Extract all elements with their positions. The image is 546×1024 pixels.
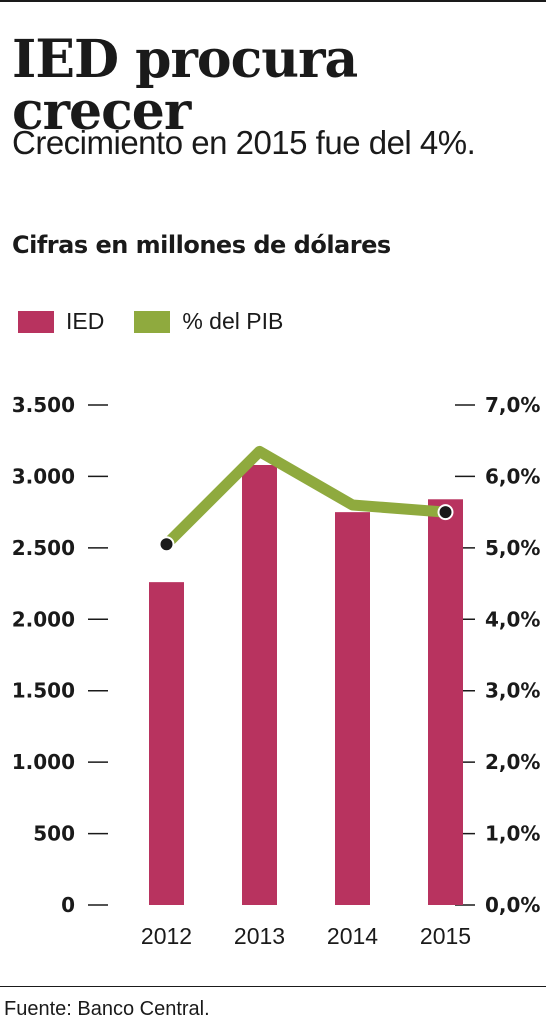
line-pib (162, 445, 446, 549)
legend-item-ied: IED (18, 308, 104, 335)
left-tick-label: 2.000 (12, 607, 75, 631)
legend-label-ied: IED (66, 308, 105, 334)
x-tick-label: 2014 (327, 923, 378, 949)
line-marker (437, 504, 454, 521)
legend-item-pib: % del PIB (134, 308, 283, 335)
unit-label: Cifras en millones de dólares (12, 231, 391, 259)
source-note: Fuente: Banco Central. (4, 998, 210, 1020)
top-rule (0, 0, 546, 2)
left-tick-label: 0 (61, 893, 75, 917)
left-tick-label: 2.500 (12, 536, 75, 560)
right-tick-label: 6,0% (485, 464, 540, 488)
bar-ied (335, 512, 370, 905)
right-tick-label: 1,0% (485, 822, 540, 846)
left-tick-label: 3.000 (12, 464, 75, 488)
bar-ied (149, 582, 184, 905)
bottom-rule (0, 986, 546, 987)
legend: IED % del PIB (18, 308, 313, 335)
right-tick-label: 2,0% (485, 750, 540, 774)
right-tick-label: 5,0% (485, 536, 540, 560)
legend-swatch-ied (18, 310, 54, 333)
right-tick-label: 0,0% (485, 893, 540, 917)
left-tick-label: 1.500 (12, 679, 75, 703)
chart-subtitle: Crecimiento en 2015 fue del 4%. (12, 124, 476, 161)
left-tick-label: 500 (33, 822, 75, 846)
legend-swatch-pib (134, 310, 171, 333)
right-tick-label: 3,0% (485, 679, 540, 703)
chart-title: IED procura crecer (12, 29, 358, 142)
right-tick-label: 7,0% (485, 393, 540, 417)
legend-label-pib: % del PIB (182, 308, 284, 334)
x-tick-label: 2015 (420, 923, 471, 949)
bar-ied (242, 465, 277, 905)
left-tick-label: 3.500 (12, 393, 75, 417)
bar-ied (428, 499, 463, 905)
left-tick-label: 1.000 (12, 750, 75, 774)
x-tick-label: 2012 (141, 923, 192, 949)
chart: 0 500 1.000 1.500 2.000 2.500 3.000 3.500 0,0% 1,… (12, 393, 541, 949)
right-tick-label: 4,0% (485, 607, 540, 631)
line-marker (158, 536, 175, 553)
x-tick-label: 2013 (234, 923, 285, 949)
